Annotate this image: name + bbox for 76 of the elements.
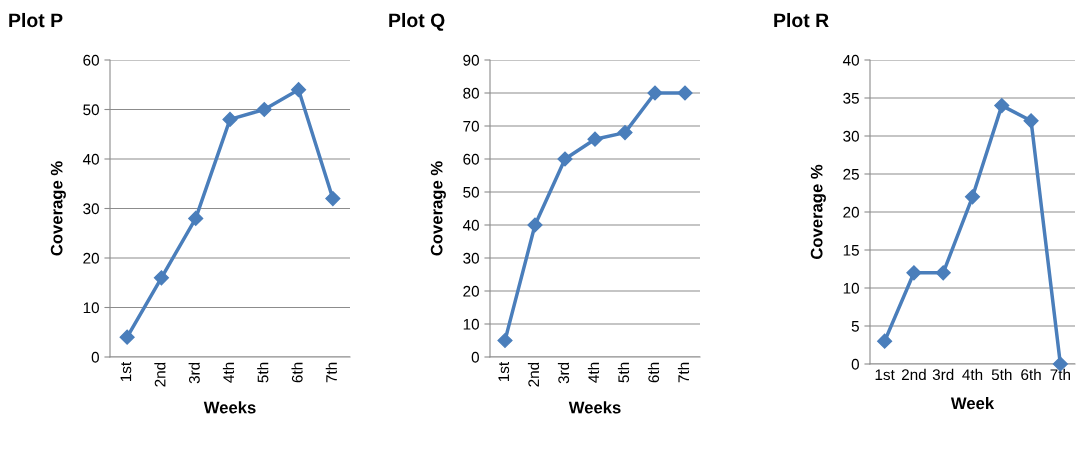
y-tick-label: 50 (83, 104, 99, 116)
point (587, 131, 603, 147)
x-tick-label: 7th (1050, 368, 1070, 381)
point (188, 210, 204, 226)
y-tick-label: 10 (463, 318, 479, 330)
x-tick-label: 6th (1021, 368, 1041, 381)
point (222, 111, 238, 127)
y-axis-title: Coverage % (50, 161, 66, 256)
x-tick-label: 2nd (154, 362, 166, 387)
y-tick-label: 60 (463, 153, 479, 165)
point (906, 265, 922, 281)
x-tick-label: 6th (647, 362, 660, 383)
point (617, 125, 633, 141)
y-axis-title: Coverage % (430, 161, 446, 256)
x-axis-title: Week (950, 396, 995, 410)
point (527, 217, 543, 233)
point (935, 265, 951, 281)
x-tick-label: 5th (257, 362, 269, 383)
x-tick-label: 3rd (188, 362, 200, 384)
chart-title: Plot R (774, 12, 829, 28)
y-tick-label: 60 (83, 54, 99, 66)
y-tick-label: 10 (83, 302, 99, 314)
y-tick-label: 5 (851, 321, 859, 332)
x-axis-title: Weeks (568, 401, 621, 414)
y-tick-label: 50 (463, 186, 479, 198)
x-tick-label: 7th (325, 362, 337, 383)
x-tick-label: 4th (962, 368, 983, 381)
y-tick-label: 25 (843, 168, 859, 180)
chart-title: Plot Q (389, 12, 445, 31)
x-tick-label: 3rd (932, 368, 954, 381)
point (647, 85, 663, 101)
x-tick-label: 5th (617, 362, 630, 383)
y-tick-label: 10 (843, 282, 859, 294)
x-axis-title: Weeks (203, 401, 256, 414)
x-tick-label: 2nd (527, 362, 540, 387)
y-tick-label: 0 (471, 351, 479, 363)
y-tick-label: 30 (463, 252, 479, 264)
y-tick-label: 20 (463, 285, 479, 297)
x-tick-label: 4th (587, 362, 600, 383)
x-tick-label: 1st (498, 361, 510, 382)
y-tick-label: 20 (83, 252, 99, 264)
y-tick-label: 35 (843, 92, 859, 104)
x-tick-label: 4th (222, 362, 235, 383)
y-tick-label: 0 (91, 351, 99, 363)
point (153, 270, 169, 286)
x-tick-label: 1st (875, 369, 895, 381)
y-tick-label: 40 (842, 54, 859, 66)
x-tick-label: 1st (120, 361, 132, 382)
point (497, 332, 513, 349)
x-tick-label: 3rd (557, 362, 570, 384)
y-tick-label: 30 (843, 130, 859, 142)
y-tick-label: 40 (462, 219, 479, 231)
point (325, 191, 341, 207)
point (291, 82, 307, 98)
y-tick-label: 15 (843, 245, 859, 256)
point (994, 98, 1010, 114)
point (256, 101, 272, 118)
point (964, 189, 981, 205)
y-tick-label: 40 (82, 153, 99, 165)
point (557, 151, 573, 167)
point (877, 333, 893, 349)
y-tick-label: 70 (463, 120, 479, 132)
x-tick-label: 7th (677, 362, 690, 383)
y-axis-title: Coverage % (810, 164, 826, 260)
x-tick-label: 2nd (901, 368, 926, 381)
point (1023, 113, 1039, 129)
point (677, 85, 693, 101)
y-tick-label: 80 (463, 87, 479, 99)
y-tick-label: 90 (463, 54, 479, 66)
y-tick-label: 0 (851, 358, 859, 370)
chart-title: Plot P (9, 12, 63, 28)
point (119, 329, 135, 345)
x-tick-label: 6th (291, 362, 303, 383)
x-tick-label: 5th (991, 368, 1012, 381)
y-tick-label: 30 (83, 203, 99, 215)
y-tick-label: 20 (843, 206, 859, 218)
